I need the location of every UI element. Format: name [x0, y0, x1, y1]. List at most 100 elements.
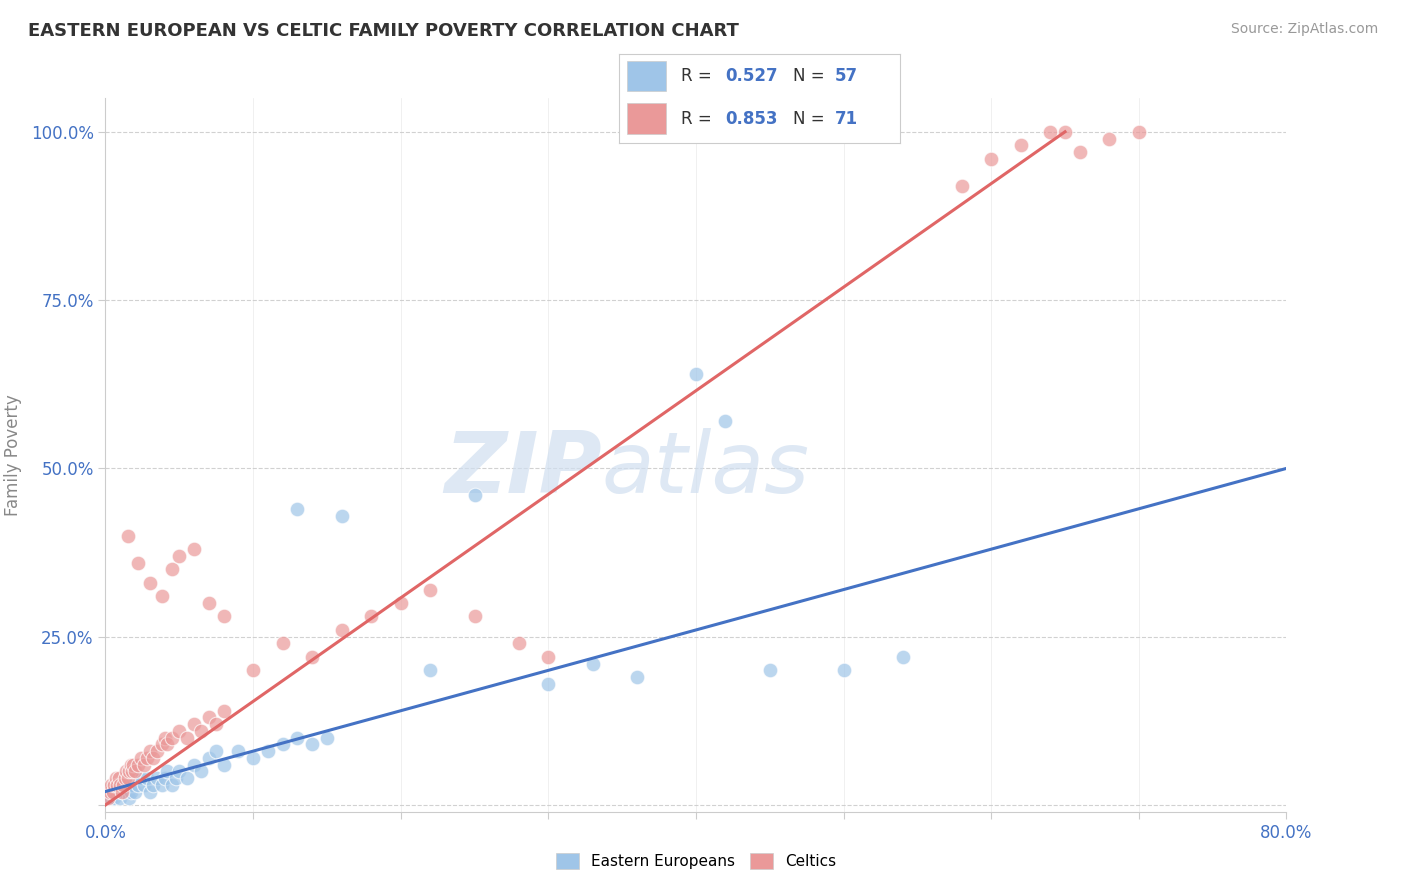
- Text: 0.853: 0.853: [725, 110, 778, 128]
- Point: [114, 771, 136, 785]
- Point: [124, 764, 146, 779]
- Point: [146, 744, 169, 758]
- Point: [301, 738, 323, 752]
- Point: [212, 704, 235, 718]
- Point: [832, 664, 855, 678]
- Point: [183, 717, 205, 731]
- Point: [98, 784, 121, 798]
- Point: [1098, 131, 1121, 145]
- Point: [980, 152, 1002, 166]
- Point: [1069, 145, 1091, 159]
- Point: [107, 784, 129, 798]
- Point: [156, 764, 179, 779]
- Point: [150, 738, 173, 752]
- FancyBboxPatch shape: [627, 61, 666, 91]
- Point: [156, 738, 179, 752]
- Point: [97, 791, 120, 805]
- Point: [205, 717, 228, 731]
- Point: [117, 784, 139, 798]
- Point: [98, 784, 121, 798]
- Point: [891, 649, 914, 664]
- Text: 0.527: 0.527: [725, 67, 778, 85]
- Point: [129, 771, 152, 785]
- Point: [127, 556, 149, 570]
- Point: [121, 764, 143, 779]
- Text: 71: 71: [835, 110, 858, 128]
- Point: [105, 778, 128, 792]
- Point: [150, 778, 173, 792]
- Text: Source: ZipAtlas.com: Source: ZipAtlas.com: [1230, 22, 1378, 37]
- Point: [212, 757, 235, 772]
- Point: [197, 710, 219, 724]
- Point: [104, 771, 127, 785]
- Point: [169, 764, 191, 779]
- Point: [190, 723, 212, 738]
- Point: [120, 784, 142, 798]
- Point: [950, 178, 973, 193]
- Point: [271, 636, 294, 650]
- Point: [127, 778, 149, 792]
- Point: [105, 778, 128, 792]
- Point: [242, 751, 264, 765]
- Point: [100, 791, 122, 805]
- Point: [463, 609, 486, 624]
- Point: [110, 778, 132, 792]
- Point: [169, 549, 191, 563]
- Point: [146, 771, 169, 785]
- Point: [537, 677, 560, 691]
- Point: [138, 744, 160, 758]
- Point: [212, 609, 235, 624]
- Point: [111, 784, 134, 798]
- Point: [685, 367, 707, 381]
- Point: [537, 649, 560, 664]
- Point: [759, 664, 782, 678]
- Point: [118, 764, 141, 779]
- Point: [135, 771, 157, 785]
- Point: [107, 771, 129, 785]
- Point: [190, 764, 212, 779]
- Point: [122, 771, 145, 785]
- Point: [104, 784, 127, 798]
- Point: [1128, 125, 1150, 139]
- Point: [463, 488, 486, 502]
- Point: [226, 744, 250, 758]
- Point: [360, 609, 382, 624]
- Point: [114, 784, 136, 798]
- Point: [103, 778, 125, 792]
- Point: [330, 623, 353, 637]
- Text: N =: N =: [793, 110, 830, 128]
- Point: [153, 731, 176, 745]
- FancyBboxPatch shape: [627, 103, 666, 134]
- Point: [138, 784, 160, 798]
- Point: [97, 791, 120, 805]
- Point: [1054, 125, 1077, 139]
- Point: [271, 738, 294, 752]
- Point: [626, 670, 648, 684]
- Point: [121, 778, 143, 792]
- Point: [176, 771, 198, 785]
- Text: N =: N =: [793, 67, 830, 85]
- Point: [135, 751, 157, 765]
- Point: [389, 596, 412, 610]
- Text: atlas: atlas: [602, 427, 810, 511]
- Point: [153, 771, 176, 785]
- Point: [132, 757, 155, 772]
- Point: [120, 757, 142, 772]
- Point: [142, 778, 165, 792]
- Point: [160, 562, 183, 576]
- Point: [115, 764, 138, 779]
- Point: [419, 582, 441, 597]
- Point: [112, 778, 135, 792]
- Point: [127, 757, 149, 772]
- Point: [117, 529, 139, 543]
- Point: [1010, 138, 1032, 153]
- Point: [165, 771, 187, 785]
- Point: [101, 784, 124, 798]
- Point: [287, 501, 309, 516]
- Point: [315, 731, 337, 745]
- Point: [160, 731, 183, 745]
- Point: [287, 731, 309, 745]
- Point: [205, 744, 228, 758]
- Text: R =: R =: [681, 67, 717, 85]
- Legend: Eastern Europeans, Celtics: Eastern Europeans, Celtics: [550, 847, 842, 875]
